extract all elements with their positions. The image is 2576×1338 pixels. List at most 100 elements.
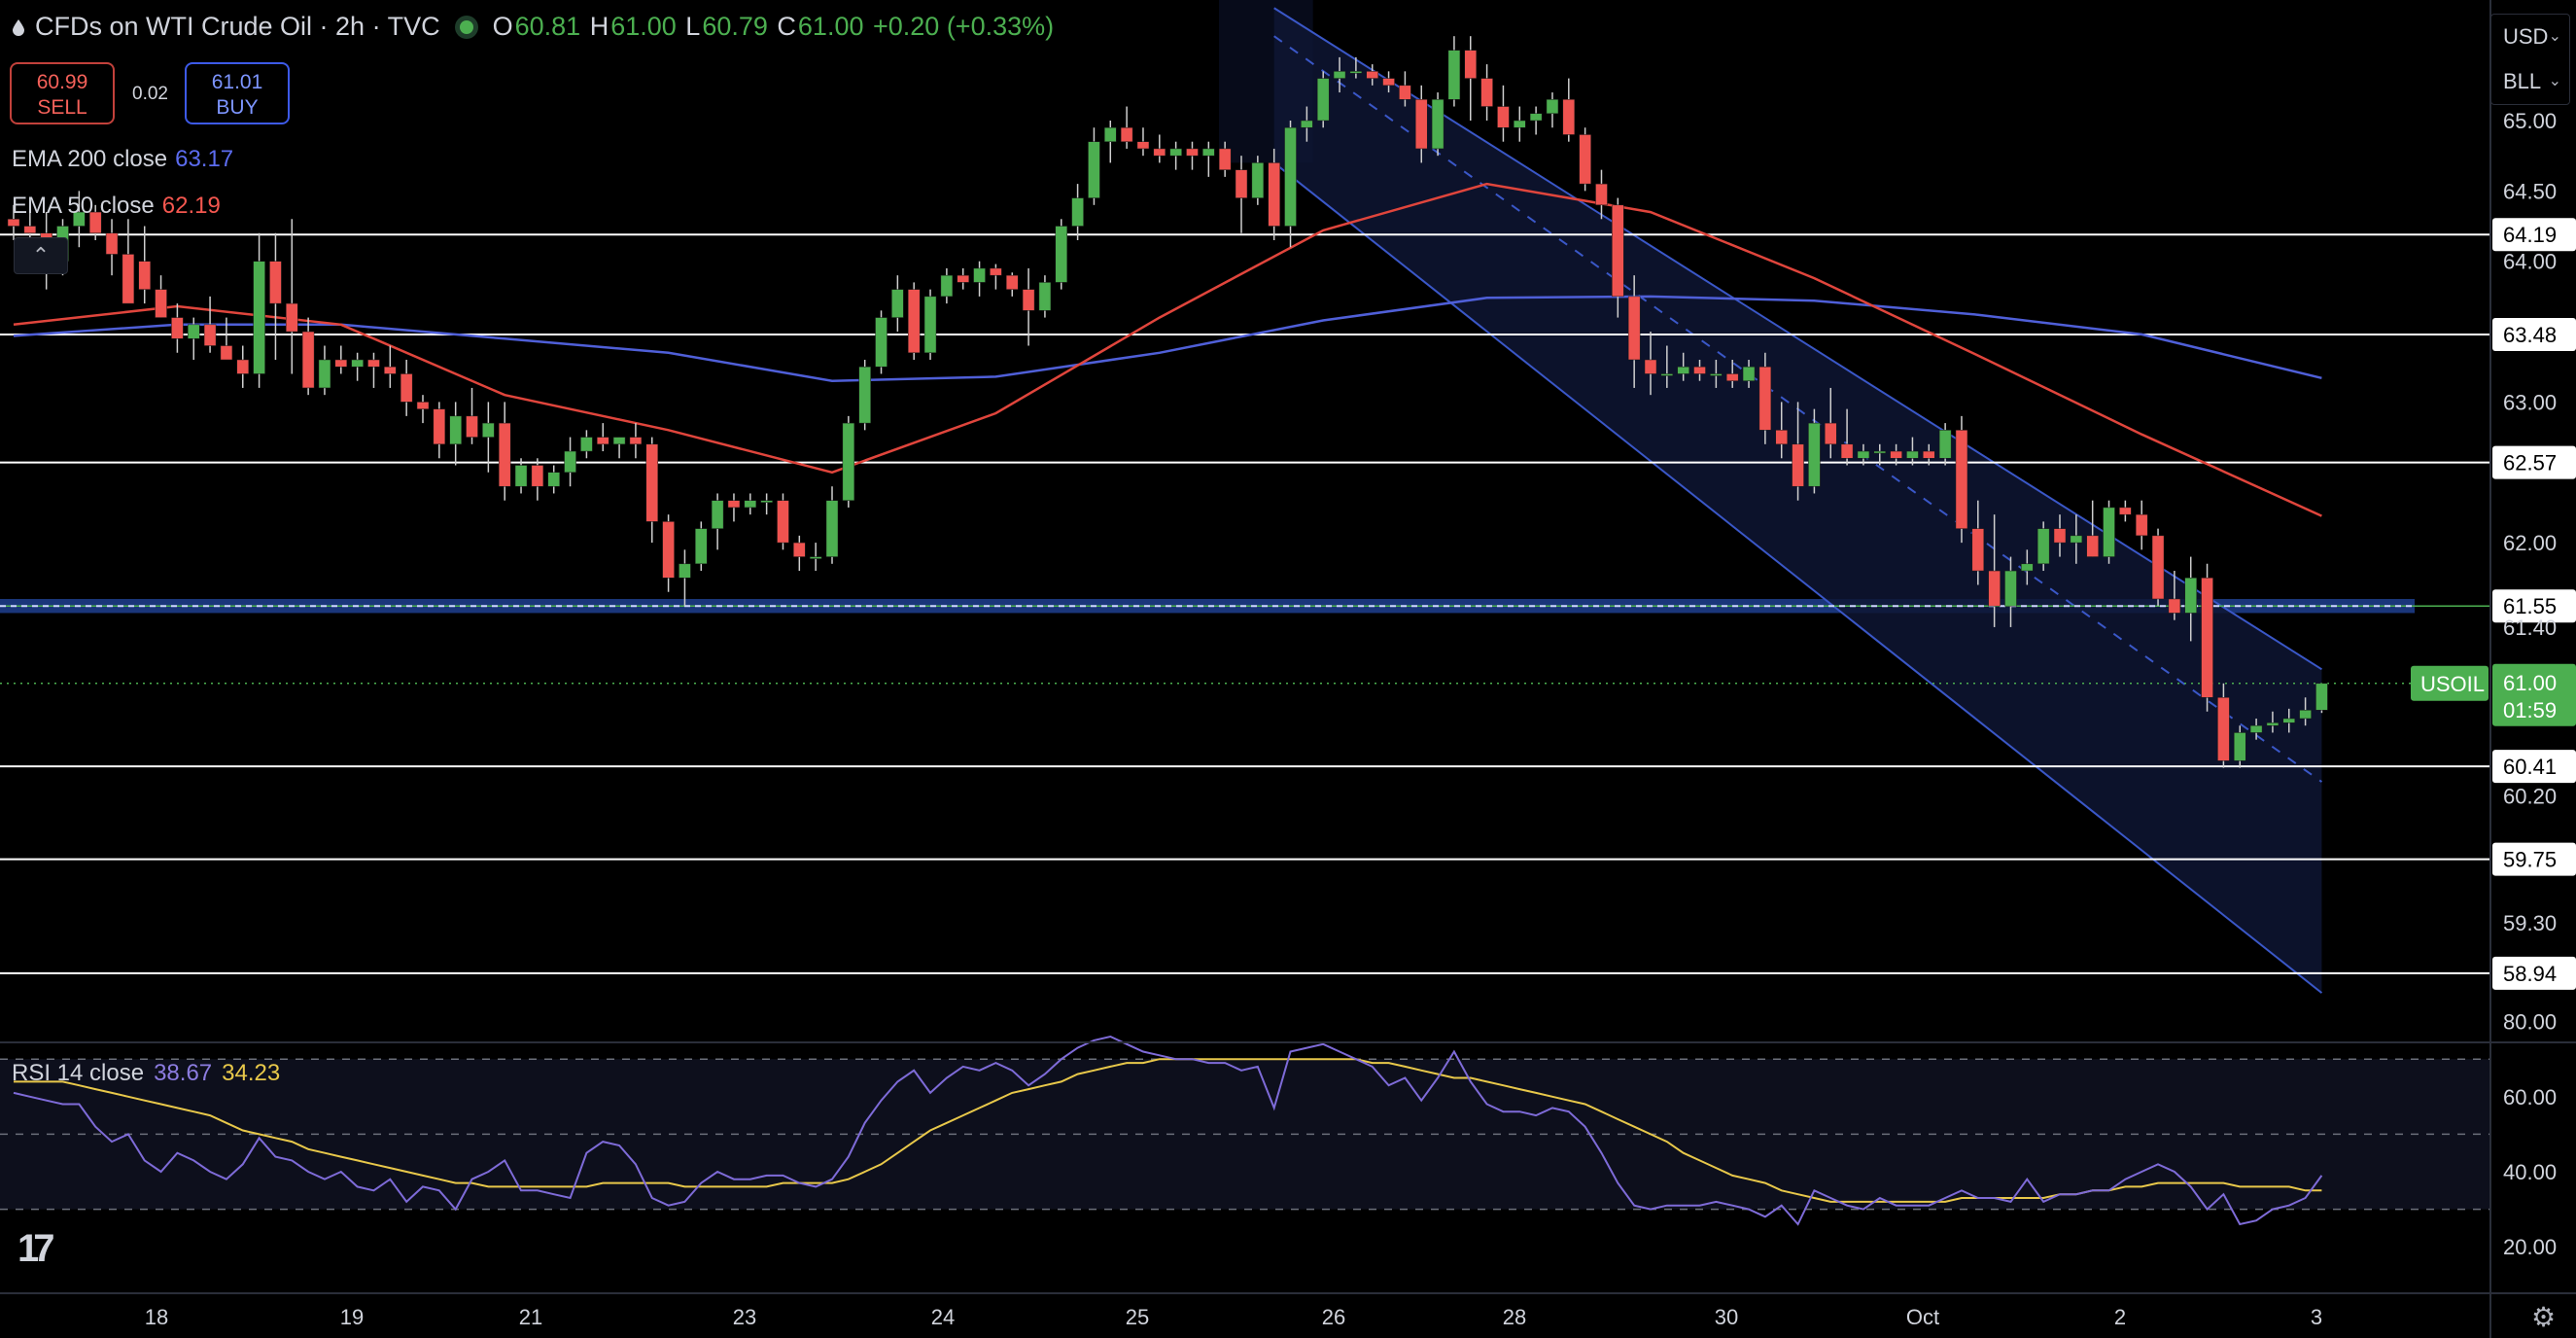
candle-body <box>711 500 724 529</box>
candle-body <box>1988 570 2001 607</box>
currency-menu[interactable]: USD ⌄ BLL ⌄ <box>2490 14 2570 105</box>
level-label-box <box>2492 589 2576 623</box>
candle-body <box>1840 443 1854 459</box>
candle-body <box>2168 598 2181 614</box>
candle-body <box>416 402 430 409</box>
channel-upper-line <box>1273 7 2322 671</box>
candle-body <box>1906 450 1919 459</box>
candle-body <box>2282 718 2296 723</box>
candle-body <box>531 465 544 487</box>
unit-selector[interactable]: BLL ⌄ <box>2491 59 2569 104</box>
candle-body <box>596 437 609 445</box>
ohlc-values: O60.81 H61.00 L60.79 C61.00 +0.20 (+0.33… <box>493 12 1057 42</box>
candle-body <box>301 331 315 389</box>
ema50-legend[interactable]: EMA 50 close 62.19 <box>12 193 221 220</box>
buy-button[interactable]: 61.01 BUY <box>185 62 290 124</box>
candle-body <box>1153 148 1166 157</box>
candle-body <box>1268 162 1280 227</box>
rsi-legend[interactable]: RSI 14 close 38.67 34.23 <box>12 1060 280 1087</box>
candle-body <box>384 366 397 374</box>
symbol-tag: USOIL <box>2420 672 2485 696</box>
candle-body <box>1088 141 1100 198</box>
candle-body <box>122 254 135 304</box>
candle-body <box>580 437 593 452</box>
candle-body <box>2021 563 2034 572</box>
candle-body <box>1792 443 1804 487</box>
high-label: H <box>589 12 609 41</box>
candle-body <box>891 289 904 318</box>
candle-body <box>957 274 969 283</box>
candle-body <box>514 465 528 487</box>
low-value: 60.79 <box>702 12 768 41</box>
candle-body <box>400 373 413 403</box>
candle-body <box>73 211 86 227</box>
candle-body <box>629 437 643 445</box>
candle-body <box>1627 296 1641 361</box>
candle-body <box>2135 513 2148 537</box>
time-tick-label: 30 <box>1715 1305 1738 1329</box>
tradingview-logo-icon[interactable]: 17 <box>17 1227 54 1270</box>
symbol-title[interactable]: CFDs on WTI Crude Oil · 2h · TVC <box>35 12 440 41</box>
candle-body <box>1136 141 1150 150</box>
currency-selector[interactable]: USD ⌄ <box>2491 15 2569 59</box>
gear-icon[interactable]: ⚙ <box>2531 1302 2557 1332</box>
ema200-label: EMA 200 close <box>12 146 168 172</box>
ema200-value: 63.17 <box>175 146 234 172</box>
candle-body <box>88 211 102 234</box>
candle-body <box>1873 450 1887 454</box>
rsi-value: 38.67 <box>154 1060 213 1086</box>
level-label: 58.94 <box>2503 962 2557 986</box>
candle-body <box>1022 289 1035 311</box>
candle-body <box>793 542 806 557</box>
candle-body <box>1562 99 1576 135</box>
candle-body <box>105 232 119 255</box>
candle-body <box>318 359 331 389</box>
sell-button[interactable]: 60.99 SELL <box>10 62 115 124</box>
candle-body <box>1514 120 1526 128</box>
time-axis[interactable]: 18 19 21 23 24 25 26 28 30 Oct 2 3 <box>145 1305 2322 1329</box>
candle-body <box>286 302 298 333</box>
candle-body <box>7 219 20 227</box>
sell-price: 60.99 <box>36 71 88 93</box>
candle-body <box>220 345 233 361</box>
candle-body <box>1104 126 1117 142</box>
time-tick-label: 18 <box>145 1305 168 1329</box>
candle-body <box>1808 422 1821 487</box>
bar-countdown-label: 01:59 <box>2503 698 2557 722</box>
symbol-header: CFDs on WTI Crude Oil · 2h · TVC O60.81 … <box>12 12 1056 42</box>
candle-body <box>1005 274 1019 290</box>
candle-body <box>645 443 659 522</box>
chevron-up-icon[interactable]: ⌃ <box>14 237 68 274</box>
horizontal-levels[interactable]: 64.19 63.48 62.57 61.55 60.41 59.75 58.94 USOIL… <box>0 218 2576 990</box>
time-tick-label: 24 <box>931 1305 955 1329</box>
candle-body <box>825 500 839 557</box>
level-label-box <box>2492 317 2576 351</box>
level-label-box <box>2492 445 2576 479</box>
candle-body <box>1399 85 1411 100</box>
level-label-box <box>2492 750 2576 784</box>
ema200-legend[interactable]: EMA 200 close 63.17 <box>12 146 233 173</box>
candle-body <box>269 261 282 304</box>
rsi-tick-label: 20.00 <box>2503 1235 2557 1259</box>
candle-body <box>1497 106 1510 128</box>
currency-label: USD <box>2503 24 2549 49</box>
channel-lower-line <box>1273 161 2323 994</box>
current-price-box <box>2492 663 2576 726</box>
price-tick-label: 63.00 <box>2503 390 2557 414</box>
candle-body <box>1612 204 1624 298</box>
price-tick-label: 65.00 <box>2503 109 2557 133</box>
candle-body <box>23 226 37 234</box>
ema50-label: EMA 50 close <box>12 193 155 219</box>
time-tick-label: 21 <box>519 1305 542 1329</box>
time-tick-label: 2 <box>2114 1305 2126 1329</box>
candle-body <box>1202 148 1215 157</box>
buy-label: BUY <box>216 96 259 119</box>
candle-body <box>482 422 495 438</box>
candle-body <box>1677 366 1689 374</box>
candle-body <box>2070 535 2083 544</box>
rsi-line <box>13 1035 2323 1226</box>
level-label: 63.48 <box>2503 323 2557 347</box>
open-value: 60.81 <box>514 12 581 41</box>
